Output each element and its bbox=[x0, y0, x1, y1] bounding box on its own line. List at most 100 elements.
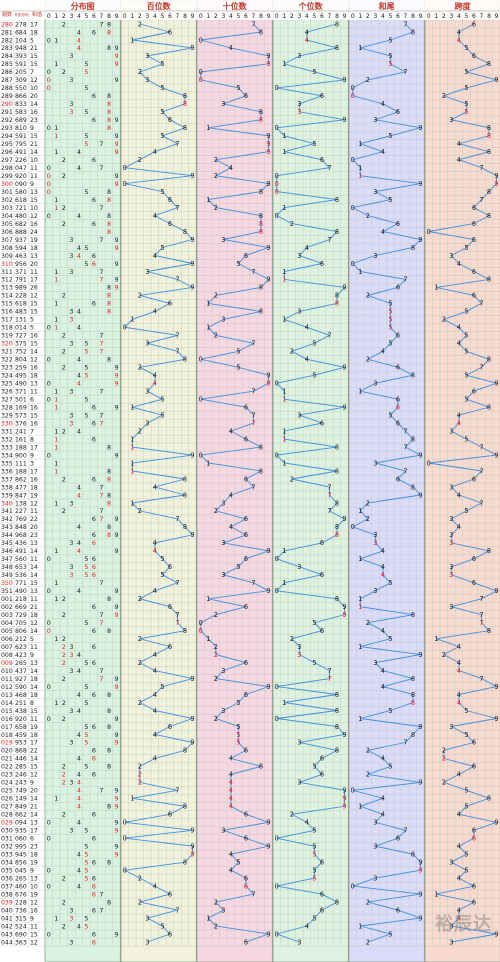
distribution-mark: 1 bbox=[54, 579, 58, 587]
trend-point-sum_tail: 2 bbox=[366, 499, 370, 507]
period-label: 292 bbox=[1, 117, 13, 124]
trend-point-sum_tail: 1 bbox=[358, 44, 362, 52]
trend-point-units: 0 bbox=[275, 835, 279, 843]
trend-point-tens: 4 bbox=[229, 803, 233, 811]
winning-number: 393 bbox=[15, 53, 27, 60]
trend-point-tens: 9 bbox=[266, 180, 270, 188]
trend-point-span: 2 bbox=[442, 316, 446, 324]
trend-point-sum_tail: 0 bbox=[351, 92, 355, 100]
distribution-mark: 9 bbox=[114, 364, 118, 372]
trend-point-sum_tail: 4 bbox=[381, 228, 385, 236]
distribution-mark: 1 bbox=[54, 795, 58, 803]
distribution-mark: 2 bbox=[62, 922, 66, 930]
winning-number: 309 bbox=[15, 77, 27, 84]
distribution-mark: 4 bbox=[77, 491, 81, 499]
trend-point-units: 4 bbox=[305, 324, 309, 332]
winning-number: 953 bbox=[15, 740, 27, 747]
trend-point-tens: 6 bbox=[244, 515, 248, 523]
winning-number: 749 bbox=[15, 788, 27, 795]
trend-point-hundreds: 3 bbox=[145, 419, 149, 427]
winning-number: 131 bbox=[15, 317, 27, 324]
winning-number: 483 bbox=[15, 309, 27, 316]
trend-point-span: 7 bbox=[479, 164, 483, 172]
distribution-mark: 8 bbox=[107, 858, 111, 866]
trend-point-hundreds: 0 bbox=[123, 866, 127, 874]
period-label: 304 bbox=[1, 213, 13, 220]
trend-point-sum_tail: 5 bbox=[388, 930, 392, 938]
winning-number: 460 bbox=[15, 883, 27, 890]
trend-point-span: 8 bbox=[487, 60, 491, 68]
trend-point-sum_tail: 5 bbox=[388, 316, 392, 324]
digit-label-tens-4: 4 bbox=[229, 13, 233, 20]
period-label: 017 bbox=[1, 724, 13, 731]
trend-point-span: 8 bbox=[487, 132, 491, 140]
trend-point-span: 9 bbox=[494, 819, 498, 827]
sum-value: 17 bbox=[30, 468, 38, 475]
sum-value: 20 bbox=[30, 788, 38, 795]
winning-number: 594 bbox=[15, 245, 27, 252]
trend-point-hundreds: 4 bbox=[153, 380, 157, 388]
trend-point-hundreds: 1 bbox=[130, 316, 134, 324]
distribution-mark: 1 bbox=[54, 547, 58, 555]
trend-point-units: 7 bbox=[327, 507, 331, 515]
trend-point-sum_tail: 1 bbox=[358, 172, 362, 180]
winning-number: 623 bbox=[15, 644, 27, 651]
trend-point-hundreds: 4 bbox=[153, 882, 157, 890]
trend-point-span: 4 bbox=[457, 523, 461, 531]
trend-point-sum_tail: 3 bbox=[373, 539, 377, 547]
winning-number: 848 bbox=[15, 524, 27, 531]
trend-point-units: 5 bbox=[312, 914, 316, 922]
distribution-mark: 4 bbox=[77, 651, 81, 659]
trend-point-hundreds: 5 bbox=[160, 922, 164, 930]
trend-point-span: 5 bbox=[464, 84, 468, 92]
trend-point-hundreds: 0 bbox=[123, 819, 127, 827]
distribution-mark: 5 bbox=[84, 699, 88, 707]
digit-label-hundreds-8: 8 bbox=[183, 13, 187, 20]
winning-number: 226 bbox=[15, 157, 27, 164]
distribution-mark: 5 bbox=[84, 683, 88, 691]
trend-point-span: 6 bbox=[472, 204, 476, 212]
distribution-mark: 6 bbox=[92, 938, 96, 946]
distribution-mark: 2 bbox=[62, 659, 66, 667]
trend-point-hundreds: 7 bbox=[175, 579, 179, 587]
trend-point-units: 5 bbox=[312, 763, 316, 771]
trend-point-tens: 3 bbox=[221, 906, 225, 914]
distribution-mark: 9 bbox=[114, 587, 118, 595]
trend-point-sum_tail: 7 bbox=[403, 827, 407, 835]
trend-point-sum_tail: 1 bbox=[358, 140, 362, 148]
distribution-mark: 3 bbox=[69, 667, 73, 675]
trend-point-hundreds: 8 bbox=[183, 747, 187, 755]
winning-number: 795 bbox=[15, 141, 27, 148]
distribution-mark: 9 bbox=[114, 140, 118, 148]
trend-point-units: 1 bbox=[282, 699, 286, 707]
distribution-mark: 0 bbox=[47, 882, 51, 890]
distribution-mark: 5 bbox=[84, 659, 88, 667]
trend-point-hundreds: 6 bbox=[168, 930, 172, 938]
distribution-mark: 0 bbox=[47, 124, 51, 132]
trend-point-span: 6 bbox=[472, 236, 476, 244]
trend-point-hundreds: 9 bbox=[190, 675, 194, 683]
winning-number: 752 bbox=[15, 349, 27, 356]
distribution-mark: 8 bbox=[107, 220, 111, 228]
distribution-mark: 4 bbox=[77, 212, 81, 220]
distribution-mark: 6 bbox=[92, 300, 96, 308]
sum-value: 15 bbox=[30, 764, 38, 771]
distribution-mark: 4 bbox=[77, 795, 81, 803]
trend-point-units: 9 bbox=[342, 403, 346, 411]
trend-point-sum_tail: 5 bbox=[388, 579, 392, 587]
trend-point-span: 4 bbox=[457, 340, 461, 348]
distribution-mark: 5 bbox=[84, 914, 88, 922]
trend-point-sum_tail: 9 bbox=[418, 236, 422, 244]
distribution-mark: 8 bbox=[107, 475, 111, 483]
period-label: 023 bbox=[1, 772, 13, 779]
trend-point-units: 5 bbox=[312, 68, 316, 76]
sum-value: 10 bbox=[30, 205, 38, 212]
period-label: 282 bbox=[1, 37, 13, 44]
sum-value: 14 bbox=[30, 628, 38, 635]
period-label: 336 bbox=[1, 468, 13, 475]
trend-point-units: 6 bbox=[320, 627, 324, 635]
distribution-mark: 7 bbox=[99, 507, 103, 515]
trend-point-hundreds: 4 bbox=[153, 731, 157, 739]
trend-point-span: 7 bbox=[479, 300, 483, 308]
trend-point-sum_tail: 7 bbox=[403, 68, 407, 76]
